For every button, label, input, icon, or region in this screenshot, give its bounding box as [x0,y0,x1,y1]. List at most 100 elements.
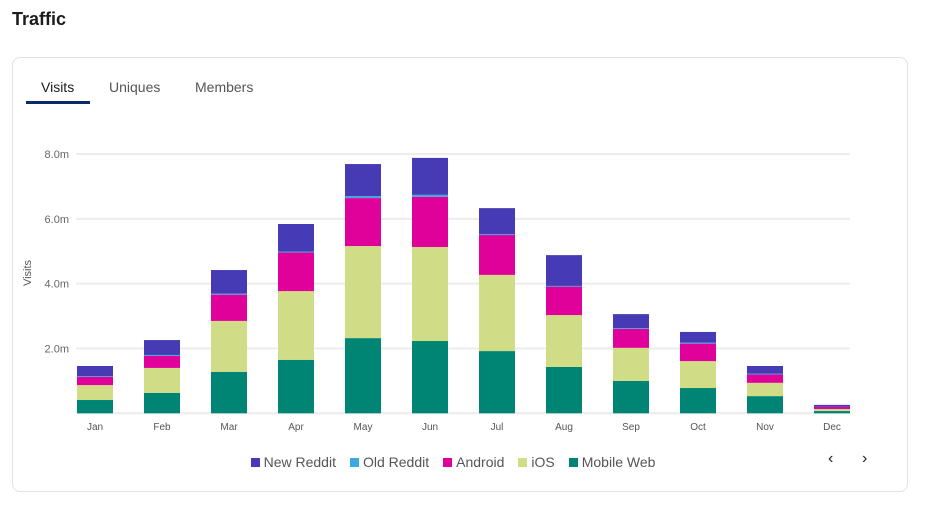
y-tick-label: 6.0m [45,214,69,226]
bar-segment-mobile-web [680,388,716,414]
x-tick-label: Jan [87,422,103,433]
bar-segment-old-reddit [680,342,716,344]
x-tick-label: Aug [555,422,573,433]
bar-segment-ios [144,367,180,393]
bar-segment-ios [479,274,515,352]
legend-label: New Reddit [263,454,336,470]
x-tick-label: Oct [690,422,706,433]
legend-label: iOS [531,454,555,470]
x-tick-label: Mar [220,422,238,433]
bar-segment-mobile-web [613,380,649,414]
bar-segment-old-reddit [613,328,649,329]
bar-segment-android [479,235,515,275]
bar-segment-ios [747,382,783,397]
bar-segment-new-reddit [814,404,850,407]
bar-segment-android [747,374,783,383]
bar-segment-mobile-web [747,396,783,414]
stacked-bar-chart: 2.0m 4.0m 6.0m 8.0m Visits Jan Feb Mar Apr May Jun… [22,149,850,433]
legend-item[interactable]: Android [443,454,504,470]
bar-segment-new-reddit [479,208,515,235]
y-tick-label: 8.0m [45,149,69,161]
bar-segment-android [144,355,180,368]
tab-visits[interactable]: Visits [41,79,75,95]
bar-segment-ios [412,247,448,342]
bar-segment-ios [613,347,649,381]
chevron-left-icon[interactable]: ‹ [828,450,834,467]
bar-segment-ios [546,315,582,367]
bar-segment-old-reddit [412,194,448,197]
legend-swatch [443,457,453,467]
bar-segment-android [814,406,850,410]
bar-segment-android [345,198,381,247]
legend: New Reddit Old Reddit Android iOS Mobile Web [13,454,893,470]
bar-segment-mobile-web [144,392,180,414]
bar-segment-new-reddit [345,164,381,197]
bar-segment-ios [211,320,247,372]
bar-segment-ios [345,246,381,339]
y-tick-label: 4.0m [45,279,69,291]
legend-label: Android [456,454,505,470]
bar-segment-old-reddit [345,196,381,199]
bar-segment-new-reddit [546,255,582,286]
legend-label: Old Reddit [362,454,430,470]
chevron-right-icon[interactable]: › [862,450,868,467]
bar-segment-android [278,252,314,292]
legend-swatch [349,457,359,467]
bar-segment-old-reddit [747,373,783,375]
bar-segment-new-reddit [144,340,180,355]
bar-segment-old-reddit [211,293,247,295]
legend-swatch [518,457,528,467]
bar-segment-new-reddit [412,157,448,195]
y-tick-label: 2.0m [45,343,69,355]
bar-segment-mobile-web [77,400,113,414]
bar-segment-ios [680,361,716,389]
x-tick-label: May [354,422,373,433]
x-tick-label: Nov [756,422,774,433]
bar-segment-mobile-web [412,341,448,414]
bar-segment-android [412,196,448,248]
bar-segment-android [77,376,113,386]
bar-segment-mobile-web [814,411,850,414]
y-axis-label: Visits [22,259,34,286]
legend-item[interactable]: New Reddit [250,454,336,470]
bar-segment-mobile-web [345,338,381,414]
bar-segment-new-reddit [680,331,716,343]
legend-swatch [568,457,578,467]
x-tick-label: Jun [422,422,438,433]
bar-segment-old-reddit [144,354,180,356]
bar-segment-new-reddit [613,314,649,329]
bar-segment-ios [814,409,850,412]
x-tick-label: Feb [153,422,171,433]
bar-segment-old-reddit [546,285,582,287]
tab-members[interactable]: Members [195,79,254,95]
bar-segment-android [680,343,716,362]
bar-segment-mobile-web [211,371,247,414]
bar-segment-old-reddit [278,251,314,253]
bar-segment-mobile-web [479,351,515,414]
legend-item[interactable]: Mobile Web [568,454,656,470]
bar-segment-new-reddit [77,365,113,377]
legend-swatch [250,457,260,467]
tab-uniques[interactable]: Uniques [109,79,161,95]
bar-segment-ios [77,385,113,401]
x-tick-label: Jul [491,422,504,433]
bar-segment-mobile-web [546,366,582,414]
bar-segment-android [546,286,582,316]
legend-label: Mobile Web [581,454,656,470]
bar-segment-new-reddit [747,365,783,374]
active-tab-indicator [26,101,90,104]
x-tick-label: Sep [622,422,640,433]
x-tick-label: Dec [823,422,841,433]
bar-segment-new-reddit [278,224,314,252]
bar-segment-mobile-web [278,359,314,414]
bar-segment-new-reddit [211,270,247,294]
bar-segment-old-reddit [77,376,113,377]
bar-segment-android [211,294,247,321]
bar-segment-old-reddit [479,234,515,236]
bar-segment-android [613,328,649,348]
bar-segment-ios [278,291,314,360]
traffic-card: Visits Uniques Members 2.0m 4.0m 6.0m 8.0m V… [12,57,908,492]
legend-item[interactable]: Old Reddit [349,454,430,470]
legend-item[interactable]: iOS [518,454,555,470]
page-title: Traffic [12,9,67,29]
